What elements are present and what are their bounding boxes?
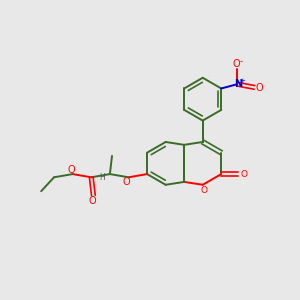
Text: O: O bbox=[201, 186, 208, 195]
Text: H: H bbox=[100, 172, 105, 182]
Text: O: O bbox=[123, 177, 130, 187]
Text: O: O bbox=[256, 83, 263, 93]
Text: N: N bbox=[234, 79, 242, 89]
Text: O: O bbox=[240, 169, 247, 178]
Text: -: - bbox=[240, 57, 243, 66]
Text: O: O bbox=[89, 196, 97, 206]
Text: O: O bbox=[233, 59, 241, 69]
Text: +: + bbox=[239, 78, 245, 84]
Text: O: O bbox=[67, 165, 75, 175]
